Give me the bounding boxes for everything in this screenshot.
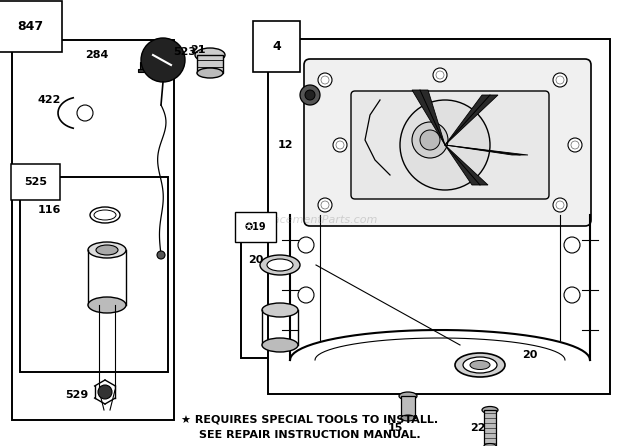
Bar: [241, 223, 316, 358]
Text: 21: 21: [190, 45, 205, 55]
Circle shape: [556, 76, 564, 84]
Polygon shape: [412, 90, 445, 145]
Circle shape: [333, 138, 347, 152]
Ellipse shape: [94, 210, 116, 220]
Polygon shape: [445, 95, 498, 145]
Text: 15: 15: [388, 423, 404, 433]
Bar: [268, 39, 610, 394]
Bar: [140, 62, 146, 70]
Text: ★ REQUIRES SPECIAL TOOLS TO INSTALL.: ★ REQUIRES SPECIAL TOOLS TO INSTALL.: [182, 415, 438, 425]
Ellipse shape: [484, 443, 496, 446]
Ellipse shape: [482, 406, 498, 413]
Ellipse shape: [267, 259, 293, 271]
Circle shape: [298, 287, 314, 303]
Text: SEE REPAIR INSTRUCTION MANUAL.: SEE REPAIR INSTRUCTION MANUAL.: [199, 430, 421, 440]
Ellipse shape: [262, 303, 298, 317]
Text: 525: 525: [24, 177, 47, 187]
Ellipse shape: [195, 48, 225, 62]
Polygon shape: [445, 145, 488, 185]
Circle shape: [305, 90, 315, 100]
Circle shape: [436, 71, 444, 79]
Circle shape: [564, 237, 580, 253]
Text: 529: 529: [65, 390, 88, 400]
Ellipse shape: [463, 357, 497, 373]
Ellipse shape: [401, 415, 415, 421]
Circle shape: [318, 198, 332, 212]
Text: 20: 20: [522, 350, 538, 360]
Circle shape: [571, 141, 579, 149]
Ellipse shape: [470, 360, 490, 369]
Bar: [12, 40, 174, 420]
Text: 20: 20: [248, 255, 264, 265]
Bar: [138, 69, 148, 72]
Circle shape: [553, 198, 567, 212]
Ellipse shape: [197, 68, 223, 78]
Circle shape: [98, 385, 112, 399]
Circle shape: [400, 100, 490, 190]
Circle shape: [556, 201, 564, 209]
Bar: [20, 177, 168, 372]
Circle shape: [298, 237, 314, 253]
Text: 4: 4: [272, 40, 281, 53]
Circle shape: [318, 73, 332, 87]
Circle shape: [568, 138, 582, 152]
Text: 284: 284: [85, 50, 108, 60]
Circle shape: [420, 130, 440, 150]
FancyBboxPatch shape: [351, 91, 549, 199]
Circle shape: [412, 122, 448, 158]
Ellipse shape: [262, 338, 298, 352]
FancyBboxPatch shape: [304, 59, 591, 226]
Text: eReplacementParts.com: eReplacementParts.com: [242, 215, 378, 225]
Text: 847: 847: [17, 20, 43, 33]
Text: 116: 116: [38, 205, 61, 215]
Polygon shape: [445, 145, 528, 155]
Ellipse shape: [90, 207, 120, 223]
Circle shape: [321, 76, 329, 84]
Circle shape: [77, 105, 93, 121]
Ellipse shape: [260, 255, 300, 275]
Bar: [197, 55, 223, 73]
Text: 523: 523: [173, 47, 196, 57]
Ellipse shape: [88, 297, 126, 313]
Text: 22: 22: [470, 423, 485, 433]
Bar: [484, 410, 496, 446]
Circle shape: [157, 251, 165, 259]
Text: ✪19: ✪19: [245, 222, 267, 232]
Circle shape: [321, 201, 329, 209]
Text: 12: 12: [278, 140, 293, 150]
Ellipse shape: [96, 245, 118, 255]
Text: 422: 422: [38, 95, 61, 105]
Ellipse shape: [455, 353, 505, 377]
Ellipse shape: [399, 392, 417, 400]
Circle shape: [336, 141, 344, 149]
Circle shape: [564, 287, 580, 303]
Circle shape: [300, 85, 320, 105]
Circle shape: [553, 73, 567, 87]
Ellipse shape: [88, 242, 126, 258]
Bar: [401, 396, 415, 418]
Circle shape: [433, 68, 447, 82]
Circle shape: [141, 38, 185, 82]
